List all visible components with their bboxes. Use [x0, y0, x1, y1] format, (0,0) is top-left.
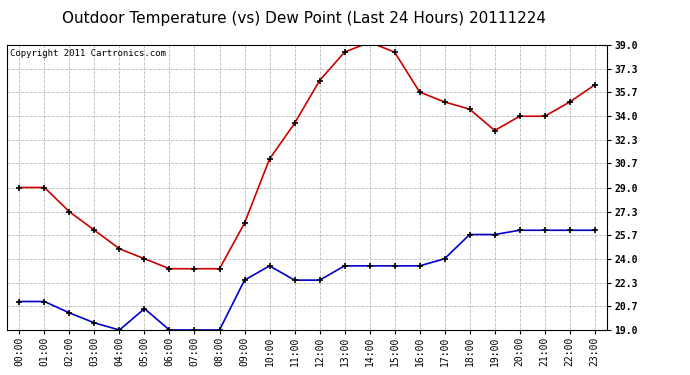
Text: Copyright 2011 Cartronics.com: Copyright 2011 Cartronics.com: [10, 49, 166, 58]
Text: Outdoor Temperature (vs) Dew Point (Last 24 Hours) 20111224: Outdoor Temperature (vs) Dew Point (Last…: [61, 11, 546, 26]
